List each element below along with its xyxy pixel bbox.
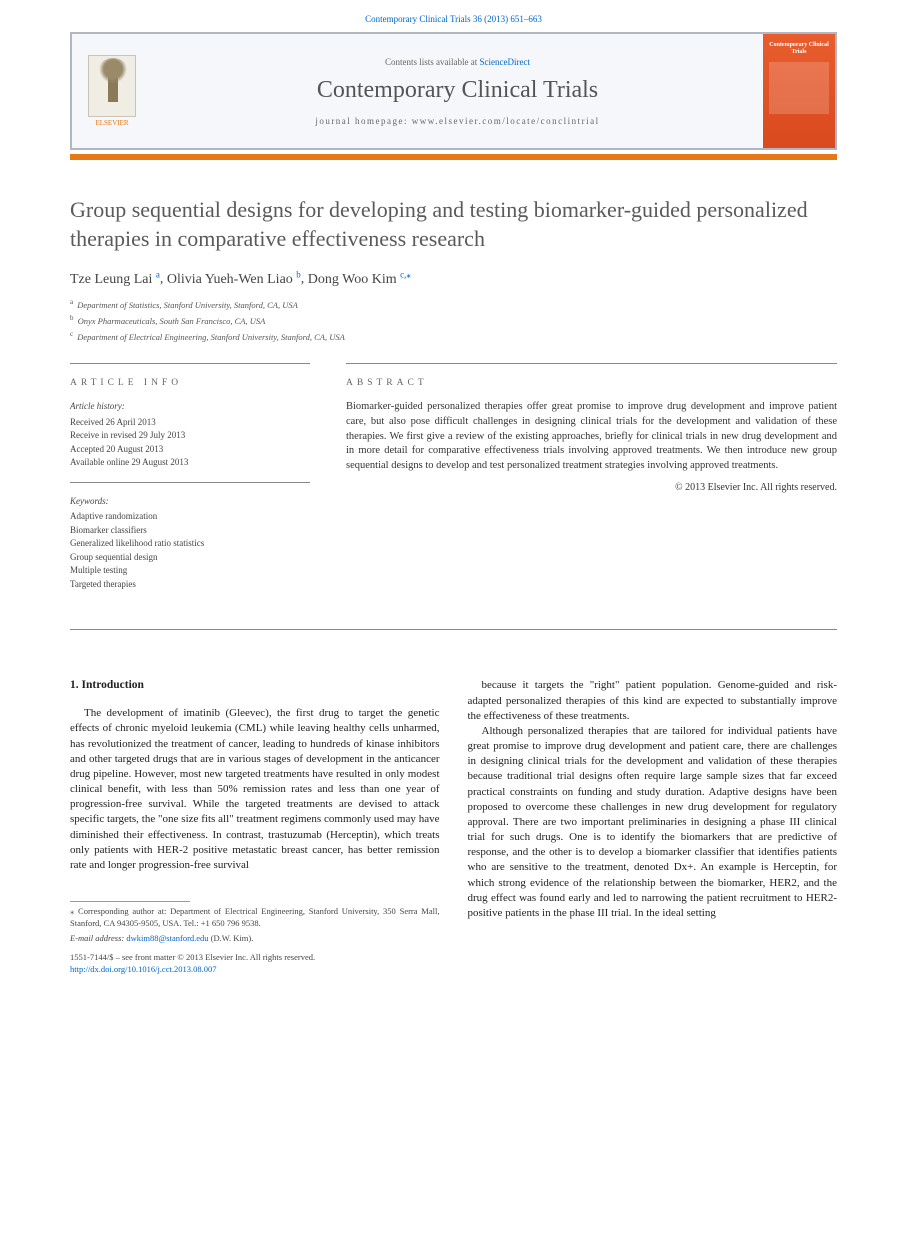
doi-link-line: http://dx.doi.org/10.1016/j.cct.2013.08.… <box>70 964 440 975</box>
keyword: Adaptive randomization <box>70 510 310 524</box>
affiliation-a: a Department of Statistics, Stanford Uni… <box>70 298 837 310</box>
citation-link[interactable]: Contemporary Clinical Trials 36 (2013) 6… <box>365 14 542 24</box>
body-columns: 1. Introduction The development of imati… <box>70 678 837 975</box>
history-item: Received 26 April 2013 <box>70 416 310 430</box>
journal-homepage: journal homepage: www.elsevier.com/locat… <box>315 116 599 126</box>
author-2: Olivia Yueh-Wen Liao b <box>167 272 301 287</box>
authors-line: Tze Leung Lai a, Olivia Yueh-Wen Liao b,… <box>70 269 837 288</box>
body-column-left: 1. Introduction The development of imati… <box>70 678 440 975</box>
body-paragraph: Although personalized therapies that are… <box>468 724 838 921</box>
contents-available: Contents lists available at ScienceDirec… <box>385 57 530 67</box>
doi-link[interactable]: http://dx.doi.org/10.1016/j.cct.2013.08.… <box>70 964 216 974</box>
corresponding-footer: ⁎ Corresponding author at: Department of… <box>70 901 440 975</box>
corresponding-author-note: ⁎ Corresponding author at: Department of… <box>70 906 440 929</box>
author-1: Tze Leung Lai a <box>70 272 160 287</box>
abstract-copyright: © 2013 Elsevier Inc. All rights reserved… <box>346 482 837 493</box>
abstract-heading: ABSTRACT <box>346 378 837 388</box>
journal-cover-thumbnail: Contemporary Clinical Trials <box>763 34 835 148</box>
homepage-url: www.elsevier.com/locate/conclintrial <box>412 116 600 126</box>
body-column-right: because it targets the "right" patient p… <box>468 678 838 975</box>
email-line: E-mail address: dwkim88@stanford.edu (D.… <box>70 933 440 944</box>
abstract-bottom-rule <box>70 629 837 630</box>
header-center: Contents lists available at ScienceDirec… <box>152 34 763 148</box>
publisher-label: ELSEVIER <box>95 119 128 127</box>
article-info-column: ARTICLE INFO Article history: Received 2… <box>70 363 310 615</box>
history-item: Available online 29 August 2013 <box>70 456 310 470</box>
abstract-text: Biomarker-guided personalized therapies … <box>346 400 837 473</box>
keyword: Multiple testing <box>70 564 310 578</box>
cover-image-placeholder <box>769 62 829 114</box>
keyword: Group sequential design <box>70 551 310 565</box>
journal-citation: Contemporary Clinical Trials 36 (2013) 6… <box>0 0 907 32</box>
affiliation-b: b Onyx Pharmaceuticals, South San Franci… <box>70 314 837 326</box>
history-item: Receive in revised 29 July 2013 <box>70 429 310 443</box>
front-matter-line: 1551-7144/$ – see front matter © 2013 El… <box>70 952 440 963</box>
corresponding-star-icon: ⁎ <box>406 269 411 279</box>
body-paragraph: because it targets the "right" patient p… <box>468 678 838 724</box>
footer-separator <box>70 901 190 902</box>
keywords-block: Keywords: Adaptive randomization Biomark… <box>70 495 310 604</box>
article-history-block: Article history: Received 26 April 2013 … <box>70 400 310 483</box>
affiliation-c: c Department of Electrical Engineering, … <box>70 330 837 342</box>
keyword: Biomarker classifiers <box>70 524 310 538</box>
body-paragraph: The development of imatinib (Gleevec), t… <box>70 706 440 873</box>
article-title: Group sequential designs for developing … <box>70 196 837 253</box>
cover-title: Contemporary Clinical Trials <box>767 42 831 56</box>
sciencedirect-link[interactable]: ScienceDirect <box>480 57 530 67</box>
journal-header-box: ELSEVIER Contents lists available at Sci… <box>70 32 837 150</box>
keyword: Targeted therapies <box>70 578 310 592</box>
elsevier-tree-icon <box>88 55 136 117</box>
elsevier-logo: ELSEVIER <box>72 34 152 148</box>
keyword: Generalized likelihood ratio statistics <box>70 537 310 551</box>
header-accent-bar <box>70 154 837 160</box>
keywords-label: Keywords: <box>70 495 310 509</box>
abstract-column: ABSTRACT Biomarker-guided personalized t… <box>346 363 837 615</box>
author-3: Dong Woo Kim c,⁎ <box>308 272 411 287</box>
article-info-heading: ARTICLE INFO <box>70 378 310 388</box>
corresponding-email-link[interactable]: dwkim88@stanford.edu <box>126 933 208 943</box>
history-label: Article history: <box>70 400 310 414</box>
history-item: Accepted 20 August 2013 <box>70 443 310 457</box>
section-heading-intro: 1. Introduction <box>70 678 440 694</box>
journal-name: Contemporary Clinical Trials <box>317 77 598 104</box>
